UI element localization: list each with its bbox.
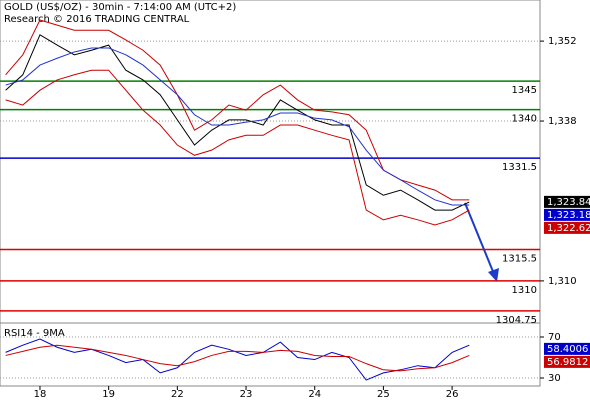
value-tag bbox=[544, 221, 590, 234]
value-tag-label: 1,323.84 bbox=[547, 197, 590, 208]
level-label: 1315.5 bbox=[502, 253, 537, 264]
series-line bbox=[5, 338, 470, 381]
y-tick-label: 70 bbox=[548, 332, 561, 343]
level-label: 1310 bbox=[512, 285, 537, 296]
value-tag-label: 56.9812 bbox=[547, 357, 588, 368]
series-line bbox=[5, 34, 470, 211]
x-tick-label: 23 bbox=[240, 389, 253, 400]
level-label: 1340 bbox=[512, 114, 537, 125]
y-tick-label: 30 bbox=[548, 373, 561, 384]
series-line bbox=[5, 344, 470, 372]
value-tag-label: 58.4006 bbox=[547, 344, 588, 355]
value-tag bbox=[544, 355, 590, 368]
y-tick-label: 1,338 bbox=[548, 116, 577, 127]
series-line bbox=[5, 69, 470, 226]
chart-title: GOLD (US$/OZ) - 30min - 7:14:00 AM (UTC+… bbox=[4, 2, 236, 13]
x-tick-label: 25 bbox=[377, 389, 390, 400]
value-tag-label: 1,323.18 bbox=[547, 210, 590, 221]
x-tick-label: 22 bbox=[171, 389, 184, 400]
x-tick-label: 26 bbox=[446, 389, 459, 400]
rsi-title: RSI14 - 9MA bbox=[4, 328, 65, 339]
value-tag bbox=[544, 342, 590, 355]
level-label: 1304.75 bbox=[496, 315, 537, 326]
projection-arrow bbox=[464, 202, 495, 275]
plot-frame bbox=[0, 0, 541, 387]
arrow-head bbox=[488, 268, 499, 282]
level-label: 1331.5 bbox=[502, 162, 537, 173]
y-tick-label: 1,310 bbox=[548, 276, 577, 287]
value-tag bbox=[544, 195, 590, 208]
x-tick-label: 24 bbox=[308, 389, 321, 400]
chart-subtitle: Research © 2016 TRADING CENTRAL bbox=[4, 14, 190, 25]
x-tick-label: 18 bbox=[34, 389, 47, 400]
y-tick-label: 1,352 bbox=[548, 36, 577, 47]
level-label: 1345 bbox=[512, 85, 537, 96]
value-tag-label: 1,322.62 bbox=[547, 223, 590, 234]
x-tick-label: 19 bbox=[102, 389, 115, 400]
series-line bbox=[5, 47, 470, 206]
value-tag bbox=[544, 208, 590, 221]
